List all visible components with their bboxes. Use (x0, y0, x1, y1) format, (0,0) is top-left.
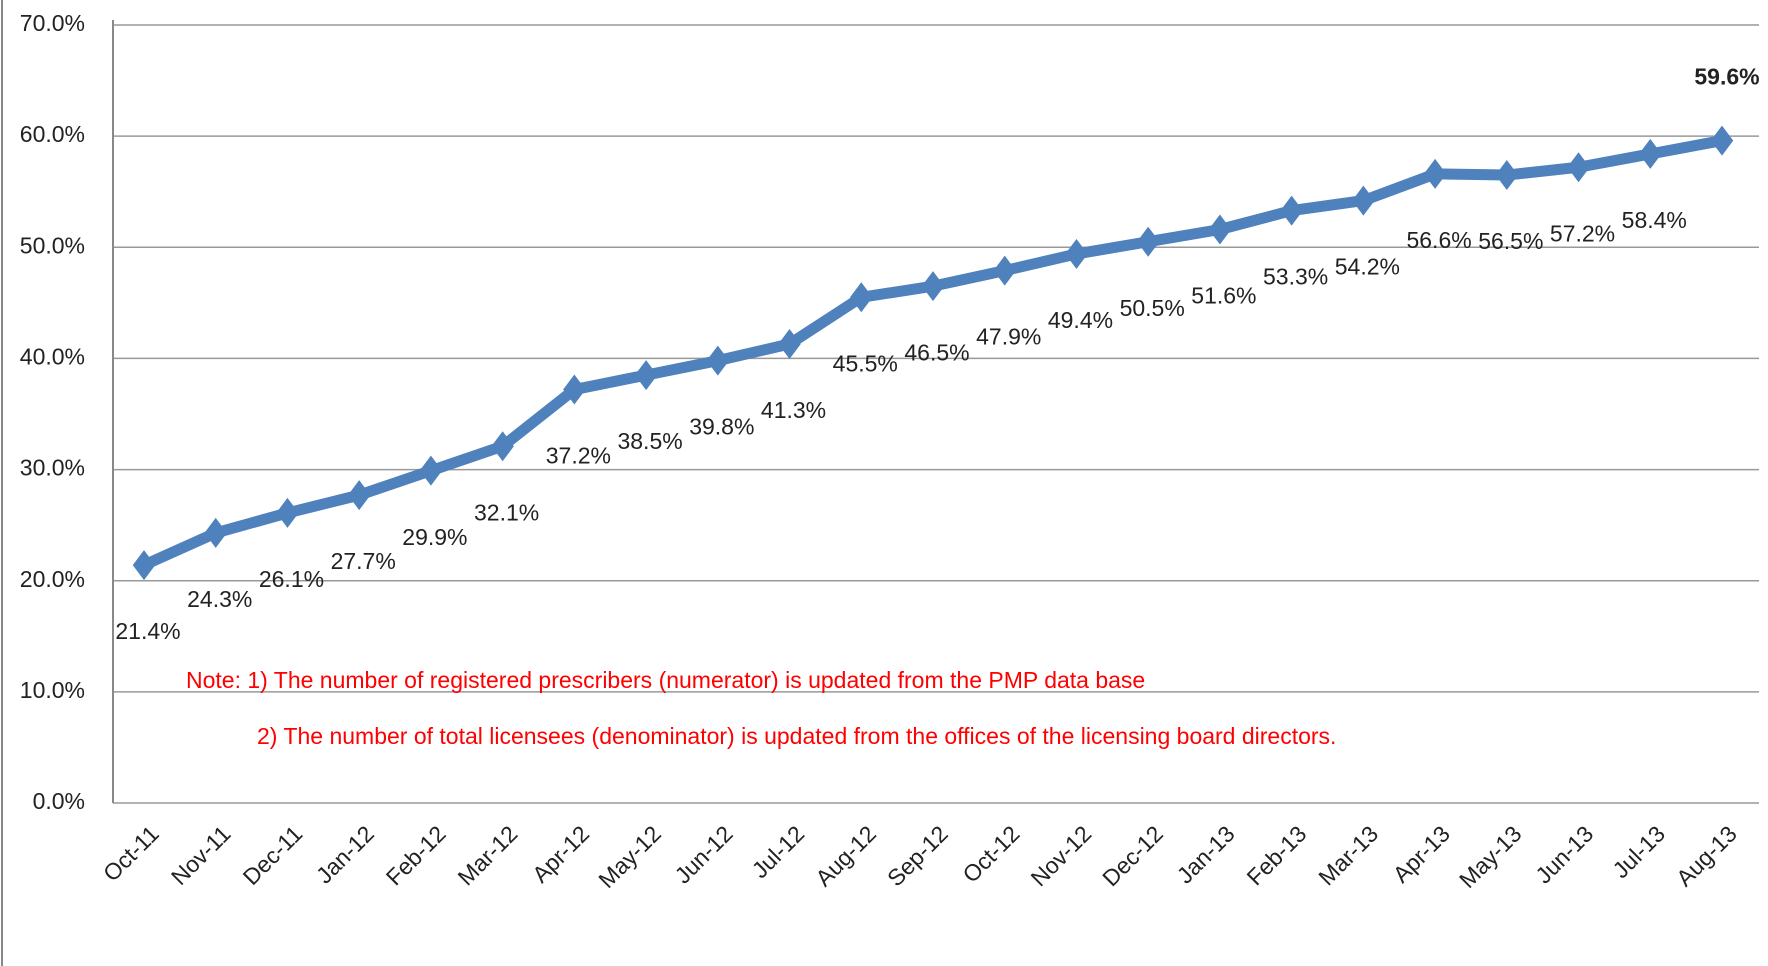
x-tick-label: Feb-12 (381, 820, 451, 890)
annotation: Note: 1) The number of registered prescr… (186, 667, 1145, 693)
y-tick-label: 30.0% (20, 455, 85, 481)
point-marker (993, 255, 1016, 286)
point-marker (563, 374, 586, 405)
data-label: 21.4% (115, 618, 180, 644)
x-tick-label: Feb-13 (1242, 820, 1312, 890)
data-label: 24.3% (187, 586, 252, 612)
y-tick-label: 60.0% (20, 121, 85, 147)
x-tick-label: Oct-12 (957, 820, 1024, 887)
data-label: 46.5% (904, 339, 969, 365)
data-label: 56.5% (1478, 228, 1543, 254)
data-label: 51.6% (1191, 283, 1256, 309)
data-label: 57.2% (1550, 220, 1615, 246)
point-marker (276, 497, 299, 528)
point-marker (850, 282, 873, 313)
x-tick-label: Jan-12 (311, 820, 379, 888)
point-marker (1065, 238, 1088, 269)
point-marker (778, 328, 801, 359)
x-tick-label: Jul-12 (747, 820, 810, 883)
data-label: 26.1% (259, 566, 324, 592)
point-marker (1710, 125, 1734, 156)
point-marker (132, 550, 156, 581)
x-tick-label: Dec-12 (1097, 820, 1168, 891)
x-tick-label: Mar-13 (1313, 820, 1383, 890)
x-tick-label: Jan-13 (1172, 820, 1240, 888)
point-marker (1208, 214, 1232, 245)
data-label: 53.3% (1263, 264, 1328, 290)
x-tick-label: Nov-12 (1025, 820, 1096, 891)
point-marker (634, 360, 658, 391)
point-marker (1639, 138, 1662, 169)
x-tick-label: Jun-13 (1530, 820, 1598, 888)
x-tick-label: Apr-13 (1388, 820, 1455, 887)
point-marker (1567, 152, 1590, 183)
y-tick-label: 50.0% (20, 232, 85, 258)
data-label: 47.9% (976, 324, 1041, 350)
point-marker (204, 517, 227, 548)
point-marker (1495, 160, 1519, 191)
x-tick-label: Jun-12 (670, 820, 738, 888)
x-tick-label: May-12 (593, 820, 666, 893)
data-label: 50.5% (1120, 295, 1185, 321)
data-label: 41.3% (761, 397, 826, 423)
data-label: 38.5% (617, 428, 682, 454)
point-marker (1280, 195, 1303, 226)
data-label: 37.2% (546, 443, 611, 469)
x-tick-label: Jul-13 (1607, 820, 1670, 883)
y-tick-label: 0.0% (33, 788, 85, 814)
x-tick-label: Dec-11 (238, 820, 308, 890)
point-marker (1136, 226, 1160, 257)
point-marker (419, 455, 443, 486)
x-tick-label: Nov-11 (166, 820, 236, 890)
x-tick-label: Aug-12 (810, 820, 881, 891)
point-marker (921, 271, 945, 302)
data-label: 27.7% (331, 548, 396, 574)
data-label: 32.1% (474, 499, 539, 525)
data-label: 58.4% (1622, 207, 1687, 233)
point-marker (347, 480, 371, 511)
x-tick-label: Oct-11 (98, 820, 164, 886)
x-tick-label: Mar-12 (453, 820, 523, 890)
y-tick-label: 70.0% (20, 10, 85, 36)
point-marker (491, 431, 514, 462)
x-tick-label: May-13 (1454, 820, 1527, 893)
annotation: 2) The number of total licensees (denomi… (257, 723, 1336, 749)
data-label: 49.4% (1048, 307, 1113, 333)
x-tick-label: Sep-12 (882, 820, 953, 891)
y-tick-label: 40.0% (20, 344, 85, 370)
data-label: 39.8% (689, 414, 754, 440)
data-label: 59.6% (1694, 64, 1759, 90)
data-label: 29.9% (402, 524, 467, 550)
x-tick-label: Apr-12 (527, 820, 594, 887)
data-label: 45.5% (833, 350, 898, 376)
point-marker (1423, 158, 1447, 189)
data-label: 54.2% (1335, 254, 1400, 280)
y-tick-label: 20.0% (20, 566, 85, 592)
data-label: 56.6% (1406, 227, 1471, 253)
point-marker (706, 345, 730, 376)
point-marker (1352, 185, 1375, 216)
y-tick-label: 10.0% (20, 677, 85, 703)
x-tick-label: Aug-13 (1671, 820, 1742, 891)
